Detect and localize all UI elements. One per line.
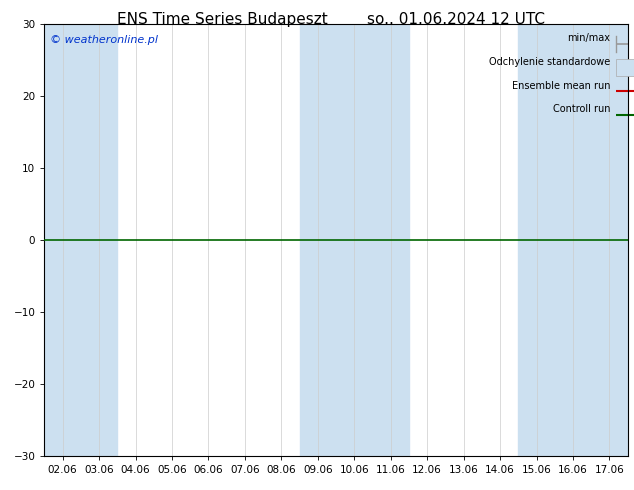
Bar (373, 24, 409, 456)
Text: min/max: min/max (567, 33, 610, 43)
Bar (44, 24, 81, 456)
Text: Ensemble mean run: Ensemble mean run (512, 80, 610, 91)
Bar (81, 24, 117, 456)
Text: ENS Time Series Budapeszt: ENS Time Series Budapeszt (117, 12, 327, 27)
Text: © weatheronline.pl: © weatheronline.pl (50, 35, 158, 45)
Bar (336, 24, 372, 456)
Text: Controll run: Controll run (553, 104, 610, 114)
Text: Odchylenie standardowe: Odchylenie standardowe (489, 57, 610, 67)
Bar (555, 24, 591, 456)
Bar (299, 24, 336, 456)
Bar (616, 59, 634, 76)
Bar (591, 24, 628, 456)
Text: so.. 01.06.2024 12 UTC: so.. 01.06.2024 12 UTC (368, 12, 545, 27)
Bar (518, 24, 555, 456)
